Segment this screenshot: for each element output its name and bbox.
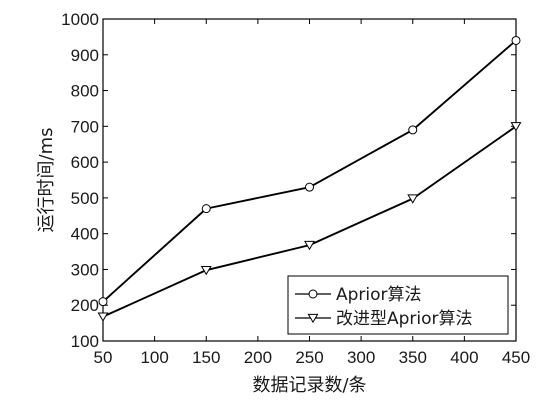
legend-marker — [307, 313, 319, 324]
data-point — [97, 312, 109, 322]
y-tick-label: 900 — [71, 46, 99, 65]
x-tick-label: 400 — [450, 348, 478, 367]
x-axis-label: 数据记录数/条 — [252, 375, 366, 396]
y-tick-label: 1000 — [61, 10, 99, 29]
data-point — [201, 204, 211, 214]
y-tick-label: 100 — [71, 332, 99, 351]
y-tick-label: 700 — [71, 117, 99, 136]
legend-box — [287, 275, 509, 335]
series-layer — [97, 35, 522, 322]
x-tick-label: 450 — [502, 348, 530, 367]
y-tick-label: 600 — [71, 153, 99, 172]
x-tick-label: 100 — [140, 348, 168, 367]
x-tick-label: 300 — [347, 348, 375, 367]
data-point — [200, 265, 212, 276]
data-point — [408, 125, 418, 135]
legend-label: 改进型Aprior算法 — [336, 309, 473, 329]
y-tick-label: 300 — [71, 260, 99, 279]
y-tick-label: 500 — [71, 189, 99, 208]
x-tick-label: 350 — [399, 348, 427, 367]
legend-item: 改进型Aprior算法 — [295, 309, 473, 329]
y-axis-label: 运行时间/ms — [36, 128, 57, 233]
data-point — [510, 122, 522, 132]
data-point — [304, 240, 315, 251]
y-tick-label: 800 — [71, 82, 99, 101]
x-tick-label: 200 — [244, 348, 272, 367]
data-point — [98, 297, 108, 307]
data-point — [511, 35, 521, 45]
legend-label: Aprior算法 — [336, 285, 422, 305]
legend-marker — [308, 289, 318, 299]
data-point — [407, 194, 419, 204]
x-tick-label: 250 — [295, 348, 323, 367]
series-2 — [97, 122, 522, 322]
y-tick-label: 400 — [71, 225, 99, 244]
legend-item: Aprior算法 — [295, 285, 422, 305]
y-tick-label: 200 — [71, 296, 99, 315]
series-1 — [98, 35, 521, 307]
x-tick-label: 150 — [192, 348, 220, 367]
ticks: 50 100 150 200 250 300 350 400 45010020030040050… — [61, 10, 530, 367]
x-tick-label: 50 — [94, 348, 113, 367]
data-point — [305, 182, 314, 192]
series-line — [102, 39, 517, 303]
